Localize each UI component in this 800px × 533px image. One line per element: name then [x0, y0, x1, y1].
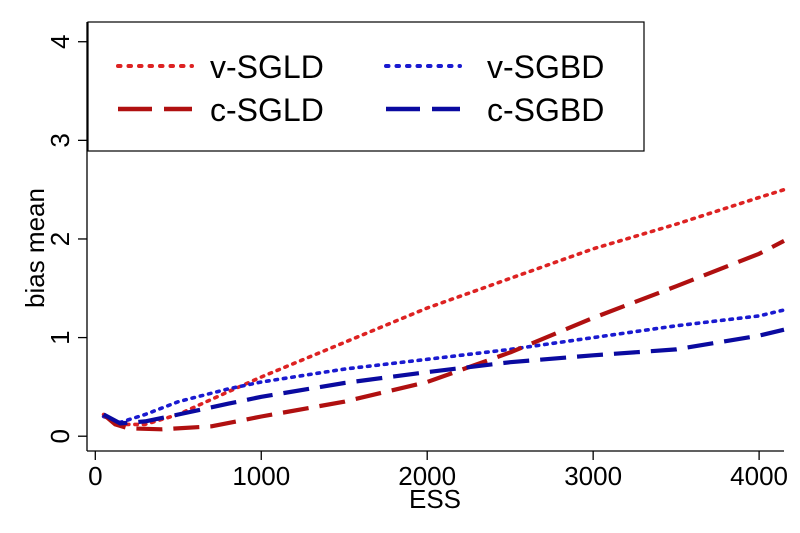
x-tick-label: 3000 — [564, 461, 622, 491]
legend: v-SGLD v-SGBD c-SGLD c-SGBD — [87, 21, 645, 152]
legend-box — [87, 21, 645, 152]
y-axis-title: bias mean — [20, 188, 50, 308]
series-layer — [101, 187, 786, 432]
x-axis-title: ESS — [409, 484, 461, 514]
legend-label-c-sgld: c-SGLD — [210, 92, 324, 128]
axes-layer: 0 1 2 3 4 0 1000 2000 3000 4000 — [45, 22, 788, 491]
y-tick-label: 2 — [45, 232, 75, 246]
x-tick-label: 2000 — [398, 461, 456, 491]
y-tick-label: 0 — [45, 429, 75, 443]
legend-label-v-sgld: v-SGLD — [210, 49, 324, 85]
y-tick-label: 1 — [45, 330, 75, 344]
legend-label-v-sgbd: v-SGBD — [487, 49, 604, 85]
series-line-c-sgbd — [102, 327, 785, 426]
series-line-v-sgld — [101, 187, 786, 427]
series-line-c-sgld — [102, 239, 785, 432]
x-tick-label: 0 — [88, 461, 102, 491]
legend-label-c-sgbd: c-SGBD — [487, 92, 604, 128]
y-tick-label: 3 — [45, 133, 75, 147]
x-tick-label: 4000 — [730, 461, 788, 491]
series-line-v-sgbd — [101, 308, 786, 425]
y-tick-label: 4 — [45, 34, 75, 48]
x-tick-label: 1000 — [232, 461, 290, 491]
